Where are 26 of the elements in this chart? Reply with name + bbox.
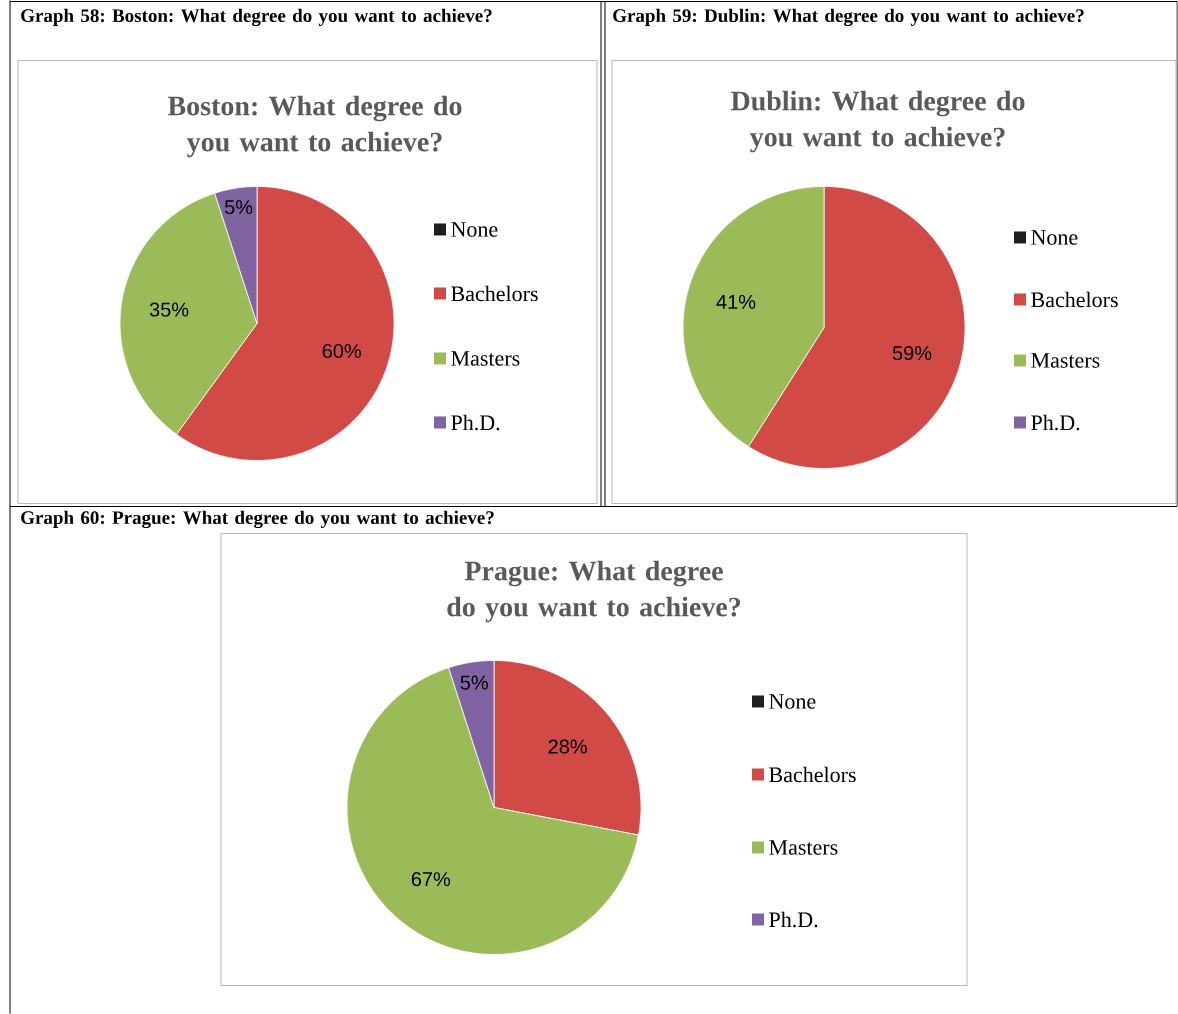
legend-label: Bachelors <box>451 285 538 302</box>
legend-label: None <box>769 694 816 709</box>
legend-label: Masters <box>769 840 838 855</box>
caption: Graph 58: Boston: What degree do you want to achieve? <box>21 8 492 27</box>
data-label: 28% <box>548 739 587 754</box>
data-label: 60% <box>322 343 361 359</box>
legend-label: Masters <box>1031 353 1100 368</box>
data-label: 59% <box>892 345 932 361</box>
legend-label: None <box>1031 230 1078 245</box>
chart-title: Prague: What degree do you want to achieve? <box>447 560 741 623</box>
legend-label: Bachelors <box>769 766 856 783</box>
legend-label: Masters <box>451 351 520 366</box>
data-label: 41% <box>716 294 756 309</box>
legend-label: None <box>451 222 498 237</box>
data-label: 5% <box>460 675 488 690</box>
data-label: 67% <box>411 872 451 887</box>
legend-label: Ph.D. <box>451 414 500 431</box>
legend-label: Ph.D. <box>1031 414 1080 431</box>
chart-title: Dublin: What degree do you want to achieve? <box>730 90 1025 153</box>
legend-label: Ph.D. <box>769 911 818 928</box>
caption: Graph 59: Dublin: What degree do you want to achieve? <box>613 8 1084 27</box>
data-label: 35% <box>149 302 189 317</box>
legend-label: Bachelors <box>1031 291 1118 308</box>
caption: Graph 60: Prague: What degree do you want to achieve? <box>21 510 494 529</box>
chart-title: Boston: What degree do you want to achieve? <box>167 95 462 158</box>
data-label: 5% <box>224 200 253 215</box>
